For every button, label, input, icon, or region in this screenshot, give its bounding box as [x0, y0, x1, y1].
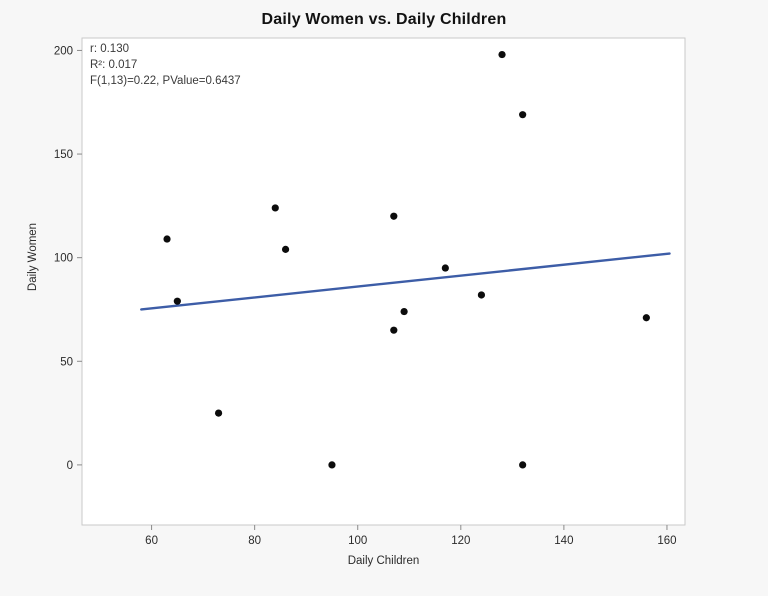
stat-r: r: 0.130 — [90, 43, 129, 55]
data-point — [390, 212, 398, 220]
x-tick-label: 60 — [145, 535, 158, 547]
x-tick-label: 160 — [657, 535, 676, 547]
x-axis-label: Daily Children — [347, 555, 420, 567]
y-tick-label: 50 — [60, 356, 73, 368]
data-point — [328, 461, 336, 469]
y-tick-label: 100 — [54, 253, 73, 265]
data-point — [271, 204, 279, 212]
stats-annotation: r: 0.130 R²: 0.017 F(1,13)=0.22, PValue=… — [90, 41, 241, 89]
x-tick-label: 140 — [554, 535, 573, 547]
y-tick-label: 0 — [67, 460, 73, 472]
y-tick-label: 150 — [54, 149, 73, 161]
data-point — [390, 326, 398, 334]
y-tick-label: 200 — [54, 45, 73, 57]
x-tick-label: 120 — [451, 535, 470, 547]
trend-line — [140, 252, 671, 311]
data-point — [519, 111, 527, 119]
data-point — [642, 314, 650, 322]
stat-ftest: F(1,13)=0.22, PValue=0.6437 — [90, 75, 241, 87]
data-point — [441, 264, 449, 272]
x-tick-label: 80 — [248, 535, 261, 547]
data-point — [173, 297, 181, 305]
data-point — [400, 307, 408, 316]
chart-title: Daily Women vs. Daily Children — [261, 11, 507, 28]
data-point — [214, 409, 223, 417]
data-point — [281, 245, 290, 253]
data-point — [477, 291, 486, 299]
data-point — [163, 235, 171, 243]
data-point — [519, 461, 527, 469]
x-tick-label: 100 — [348, 535, 367, 547]
plot-border — [81, 37, 686, 526]
stat-rsquared: R²: 0.017 — [90, 59, 138, 71]
data-point — [498, 50, 506, 59]
